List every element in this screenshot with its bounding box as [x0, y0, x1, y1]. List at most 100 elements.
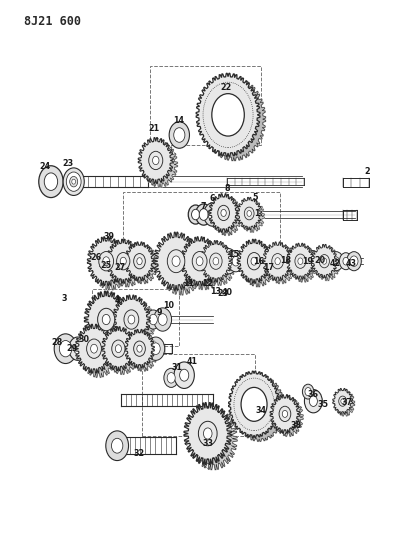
Polygon shape: [117, 299, 155, 348]
Circle shape: [167, 373, 175, 383]
Circle shape: [98, 308, 115, 330]
Text: 9: 9: [156, 308, 162, 317]
Circle shape: [247, 253, 261, 270]
Polygon shape: [128, 333, 158, 371]
Text: 2: 2: [364, 166, 370, 175]
Circle shape: [158, 314, 167, 325]
Circle shape: [319, 255, 329, 268]
Circle shape: [39, 166, 63, 198]
Bar: [142, 354, 255, 436]
Polygon shape: [181, 237, 218, 286]
Polygon shape: [270, 394, 300, 433]
Circle shape: [91, 344, 97, 353]
Text: 36: 36: [308, 390, 319, 399]
Polygon shape: [92, 241, 130, 290]
Polygon shape: [263, 242, 292, 280]
Text: 22: 22: [220, 83, 231, 92]
Circle shape: [302, 384, 314, 399]
Text: 38: 38: [290, 421, 301, 430]
Polygon shape: [196, 73, 260, 157]
Circle shape: [275, 257, 280, 265]
Polygon shape: [290, 246, 317, 282]
Polygon shape: [287, 243, 314, 279]
Polygon shape: [237, 197, 261, 230]
Circle shape: [167, 250, 185, 273]
Polygon shape: [185, 241, 223, 289]
Circle shape: [339, 396, 346, 406]
Text: 20: 20: [314, 256, 325, 265]
Circle shape: [286, 256, 294, 266]
Text: 14: 14: [173, 116, 184, 125]
Text: 35: 35: [317, 400, 328, 409]
Circle shape: [149, 151, 163, 169]
Circle shape: [241, 387, 267, 421]
Circle shape: [112, 340, 125, 357]
Circle shape: [180, 369, 189, 381]
Text: 42: 42: [330, 260, 341, 268]
Text: 8J21 600: 8J21 600: [24, 15, 81, 28]
Polygon shape: [234, 375, 285, 441]
Text: 26: 26: [90, 253, 101, 262]
Circle shape: [102, 314, 110, 325]
Circle shape: [69, 337, 87, 360]
Circle shape: [196, 257, 203, 265]
Polygon shape: [241, 243, 275, 287]
Circle shape: [295, 254, 306, 268]
Circle shape: [124, 310, 139, 329]
Polygon shape: [274, 398, 303, 437]
Polygon shape: [125, 329, 154, 368]
Circle shape: [192, 252, 207, 271]
Circle shape: [333, 257, 339, 265]
Bar: [123, 192, 280, 251]
Text: 30: 30: [79, 335, 89, 344]
Polygon shape: [112, 295, 150, 344]
Polygon shape: [88, 237, 125, 286]
Text: 23: 23: [218, 289, 229, 298]
Polygon shape: [333, 389, 353, 414]
Circle shape: [232, 256, 239, 266]
Circle shape: [350, 256, 358, 266]
Circle shape: [298, 258, 303, 264]
Circle shape: [44, 173, 58, 190]
Bar: [92, 289, 179, 346]
Polygon shape: [315, 247, 340, 281]
Circle shape: [347, 252, 361, 271]
Circle shape: [169, 122, 189, 148]
Text: 17: 17: [263, 263, 274, 272]
Circle shape: [304, 251, 321, 272]
Text: 6: 6: [209, 194, 215, 203]
Circle shape: [117, 253, 130, 270]
Text: 7: 7: [200, 202, 206, 211]
Circle shape: [151, 343, 160, 354]
Polygon shape: [190, 408, 237, 470]
Text: 25: 25: [99, 263, 106, 268]
Circle shape: [199, 209, 208, 220]
Text: 29: 29: [67, 344, 78, 353]
Polygon shape: [312, 245, 337, 278]
Circle shape: [282, 410, 288, 417]
Circle shape: [309, 396, 317, 407]
Circle shape: [204, 203, 222, 226]
Text: 18: 18: [280, 256, 291, 265]
Circle shape: [305, 387, 311, 395]
Circle shape: [120, 257, 126, 265]
Polygon shape: [84, 291, 128, 348]
Text: 13: 13: [210, 287, 221, 296]
Polygon shape: [128, 245, 158, 284]
Circle shape: [146, 310, 161, 329]
Polygon shape: [75, 324, 113, 373]
Text: 28: 28: [52, 338, 63, 348]
Bar: [150, 66, 261, 144]
Circle shape: [137, 345, 142, 352]
Circle shape: [263, 256, 271, 266]
Circle shape: [221, 209, 226, 216]
Text: 12: 12: [202, 279, 213, 288]
Text: 1: 1: [254, 209, 260, 218]
Circle shape: [87, 339, 101, 358]
Circle shape: [74, 343, 82, 354]
Circle shape: [172, 256, 180, 266]
Circle shape: [258, 249, 276, 273]
Polygon shape: [106, 330, 139, 374]
Text: 21: 21: [148, 124, 159, 133]
Circle shape: [224, 255, 232, 267]
